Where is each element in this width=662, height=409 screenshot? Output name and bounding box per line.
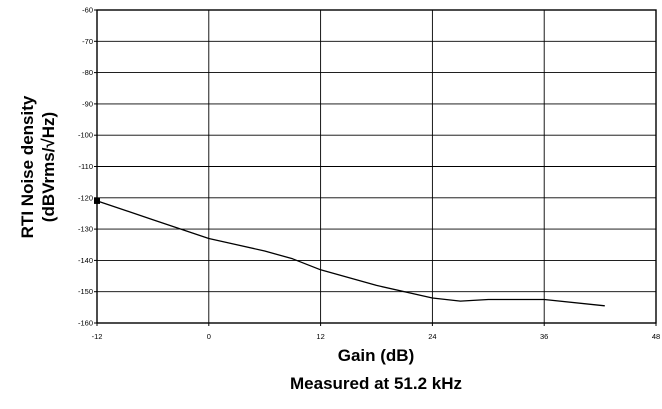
y-tick-label: -90 — [82, 99, 93, 108]
x-axis-note: Measured at 51.2 kHz — [290, 374, 462, 393]
plot-border — [96, 9, 657, 324]
x-axis-title: Gain (dB) — [338, 346, 415, 365]
data-point-marker — [94, 197, 100, 204]
y-tick-label: -130 — [78, 225, 93, 234]
series-layer — [94, 197, 605, 307]
y-axis-title-line1: RTI Noise density — [18, 95, 37, 238]
x-tick-label: 0 — [207, 332, 211, 341]
x-tick-label: 48 — [652, 332, 660, 341]
x-tick-label: 36 — [540, 332, 548, 341]
x-tick-label: 24 — [428, 332, 436, 341]
y-tick-label: -70 — [82, 37, 93, 46]
x-tick-label: 12 — [316, 332, 324, 341]
y-tick-label: -100 — [78, 131, 93, 140]
y-axis-title-line2: (dBVrms/√Hz) — [39, 112, 58, 222]
y-tick-label: -140 — [78, 256, 93, 265]
y-tick-label: -150 — [78, 287, 93, 296]
x-tick-label: -12 — [92, 332, 103, 341]
y-tick-label: -80 — [82, 68, 93, 77]
tick-labels: -60-70-80-90-100-110-120-130-140-150-160… — [78, 6, 660, 342]
y-tick-label: -160 — [78, 319, 93, 328]
series-line — [96, 200, 605, 307]
y-tick-label: -120 — [78, 193, 93, 202]
y-tick-label: -60 — [82, 6, 93, 15]
y-tick-label: -110 — [79, 162, 93, 171]
